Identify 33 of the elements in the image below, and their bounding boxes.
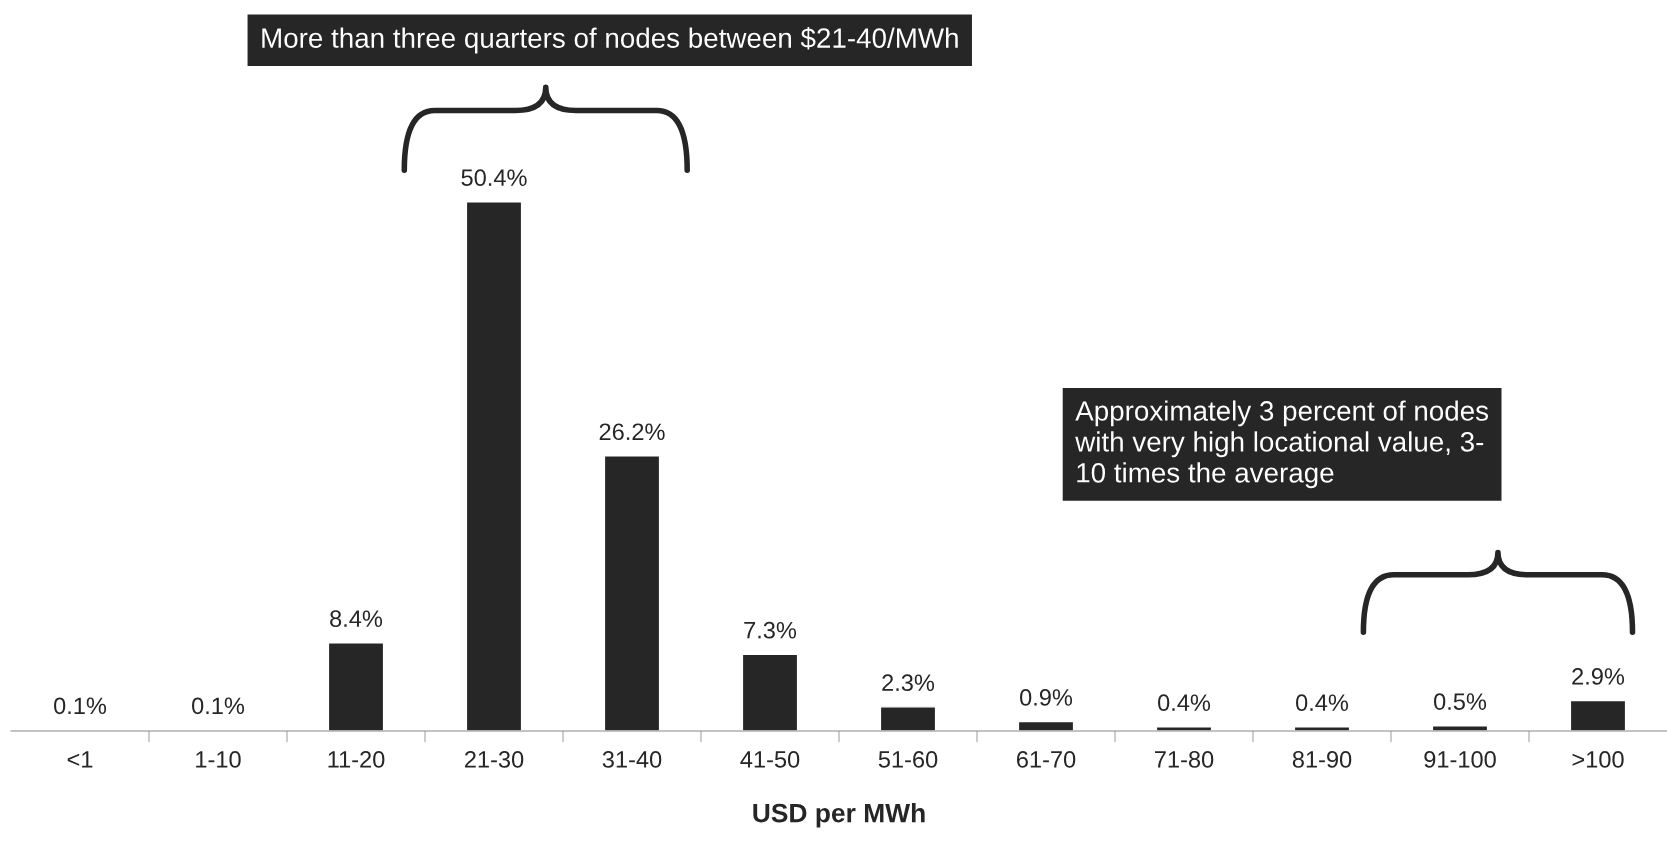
data-label: 2.3% — [882, 674, 935, 692]
x-tick-label: 11-20 — [328, 751, 385, 768]
data-label: 0.1% — [54, 697, 107, 715]
x-tick-label: 61-70 — [1017, 751, 1076, 768]
annotation: Approximately 3 percent of nodes with very high locational value, 3- 10 times the average — [1075, 400, 1489, 489]
bar — [603, 455, 661, 731]
x-tick-label: 51-60 — [878, 751, 938, 768]
x-tick-label: 81-90 — [1292, 751, 1352, 768]
bar — [879, 706, 937, 731]
bar — [465, 201, 523, 731]
bar — [741, 653, 799, 731]
data-label: 0.1% — [192, 697, 245, 715]
data-label: 8.4% — [330, 610, 383, 628]
data-label: 26.2% — [599, 423, 665, 441]
x-axis-title: USD per MWh — [753, 803, 925, 828]
data-label: 2.9% — [1572, 668, 1625, 685]
x-tick-label: 41-50 — [740, 751, 800, 768]
bar — [1569, 699, 1627, 731]
x-tick-label: 1-10 — [196, 751, 241, 768]
bar — [327, 642, 385, 731]
data-label: 50.4% — [461, 169, 527, 187]
data-label: 0.9% — [1020, 689, 1073, 706]
data-label: 7.3% — [744, 621, 797, 639]
data-label: 0.4% — [1158, 694, 1211, 712]
text: More than three quarters of nodes between $21-40/MWh — [262, 27, 958, 54]
x-tick-label: <1 — [67, 751, 93, 768]
x-tick-label: 21-30 — [465, 751, 524, 768]
x-tick-label: 71-80 — [1155, 751, 1214, 768]
data-label: 0.4% — [1296, 694, 1349, 712]
x-tick-label: 31-40 — [602, 751, 662, 768]
x-tick-label: 91-100 — [1424, 751, 1496, 768]
x-tick-label: >100 — [1572, 751, 1624, 768]
data-label: 0.5% — [1434, 693, 1487, 710]
